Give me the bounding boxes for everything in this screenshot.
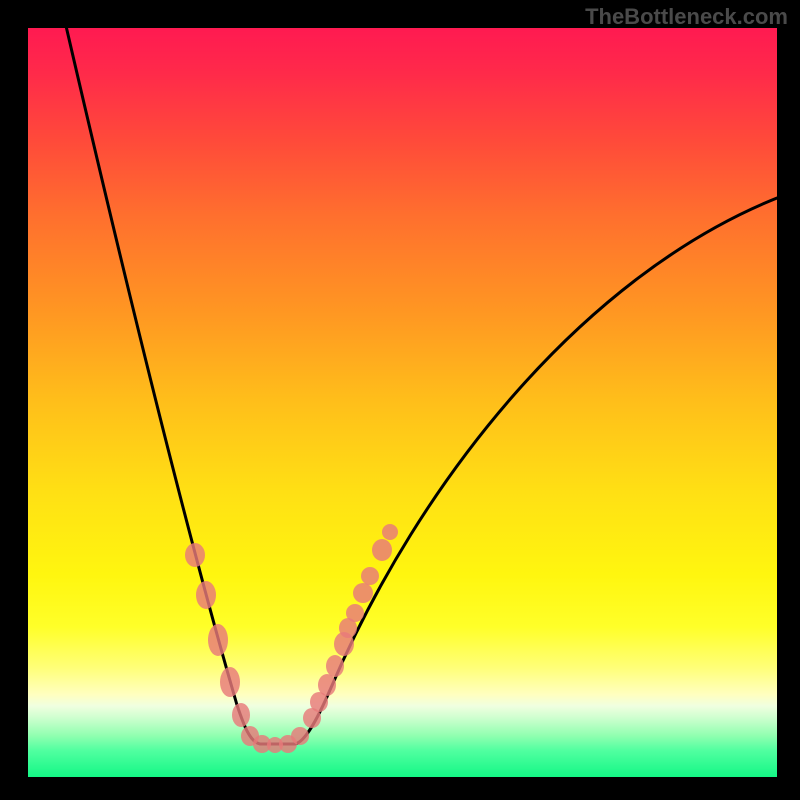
curve-marker — [291, 727, 309, 745]
curve-marker — [361, 567, 379, 585]
curve-markers — [185, 524, 398, 753]
curve-marker — [220, 667, 240, 697]
curve-marker — [372, 539, 392, 561]
curve-marker — [185, 543, 205, 567]
curve-marker — [346, 604, 364, 622]
curve-marker — [318, 674, 336, 696]
curve-marker — [326, 655, 344, 677]
curve-marker — [382, 524, 398, 540]
curve-marker — [232, 703, 250, 727]
curve-marker — [196, 581, 216, 609]
curve-marker — [353, 583, 373, 603]
curve-marker — [208, 624, 228, 656]
bottleneck-curve — [0, 0, 800, 800]
